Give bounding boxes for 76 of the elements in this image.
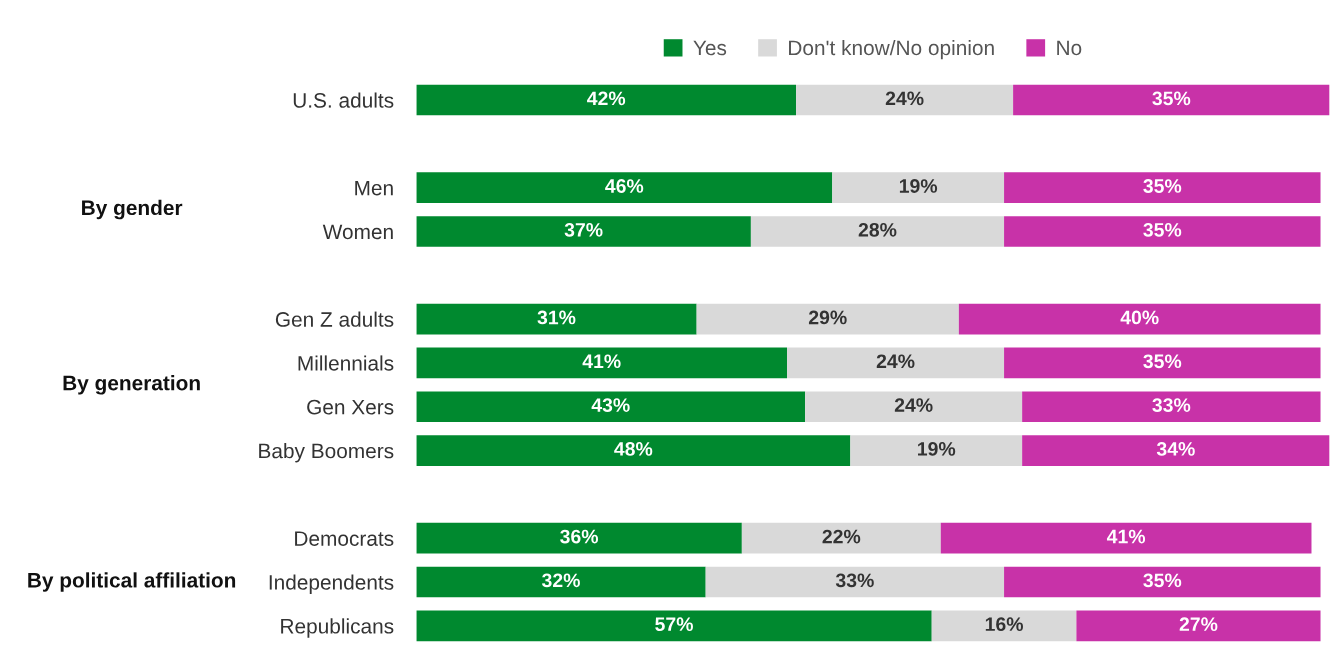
legend-label: Yes [693, 40, 727, 56]
bar [1076, 610, 1321, 642]
y-tick-label: U.S. adults [293, 92, 394, 108]
data-label: 27% [1179, 617, 1218, 632]
bar [416, 172, 833, 203]
bar [1022, 391, 1321, 423]
data-label: 36% [560, 529, 599, 544]
bar [1022, 435, 1330, 466]
data-label: 43% [591, 398, 630, 412]
bar [958, 303, 1321, 335]
text: By gender [82, 199, 183, 220]
bar [705, 566, 1005, 598]
data-label: 57% [655, 617, 693, 632]
data-label: 24% [876, 354, 915, 369]
text: By political affiliation [28, 572, 236, 592]
data-label: 42% [587, 91, 626, 106]
legend-label: Don't know/No opinion [789, 39, 994, 60]
y-tick-label: Women [322, 224, 393, 240]
data-label: 40% [1120, 310, 1159, 325]
data-label: 33% [835, 573, 874, 588]
bar [416, 347, 788, 379]
data-label: 34% [1156, 442, 1195, 456]
bar [416, 522, 742, 554]
bar [416, 391, 806, 423]
data-label: 29% [808, 310, 847, 325]
y-tick-label: Democrats [295, 531, 394, 546]
data-label: 35% [1143, 354, 1182, 369]
bar [750, 216, 1005, 247]
y-tick-label: Gen Z adults [275, 311, 394, 327]
data-label: 37% [564, 222, 603, 237]
data-label: 32% [541, 573, 580, 588]
bar [1004, 566, 1321, 598]
bar [741, 522, 941, 554]
data-label: 22% [822, 529, 861, 544]
y-tick-label: Republicans [281, 618, 394, 638]
bar [696, 303, 959, 335]
y-tick-label: Millennials [298, 355, 394, 371]
bar [1004, 172, 1321, 203]
data-label: 35% [1143, 573, 1182, 588]
data-label: 35% [1152, 91, 1191, 106]
bar [1013, 84, 1330, 116]
bar [416, 610, 932, 642]
y-tick-label: Gen Xers [307, 399, 394, 415]
data-label: 35% [1143, 179, 1182, 193]
bar [850, 435, 1023, 466]
bar [416, 435, 851, 466]
legend-label: No [1057, 40, 1082, 56]
data-label: 19% [899, 179, 938, 193]
data-label: 46% [605, 179, 644, 193]
bar [787, 347, 1005, 379]
data-label: 35% [1143, 222, 1182, 237]
y-tick-label: Men [355, 180, 393, 196]
bar [1004, 347, 1321, 379]
bar [940, 522, 1312, 554]
bar [805, 391, 1023, 423]
bar [931, 610, 1077, 642]
data-label: 41% [582, 354, 621, 369]
data-label: 48% [614, 442, 653, 456]
data-label: 24% [885, 91, 924, 106]
bar [416, 566, 706, 598]
data-label: 28% [858, 222, 897, 237]
bar [416, 84, 797, 116]
y-tick-label: Independents [269, 574, 394, 594]
bar [416, 303, 697, 335]
data-label: 41% [1106, 529, 1146, 544]
data-label: 24% [894, 398, 933, 412]
bar [1004, 216, 1321, 247]
text: By generation [63, 375, 200, 395]
y-tick-label: Baby Boomers [259, 443, 394, 463]
data-label: 31% [537, 310, 576, 325]
bar [796, 84, 1014, 116]
data-label: 33% [1152, 398, 1191, 412]
data-label: 16% [985, 617, 1024, 632]
bar [832, 172, 1005, 203]
data-label: 19% [918, 442, 956, 456]
bar [416, 216, 751, 247]
